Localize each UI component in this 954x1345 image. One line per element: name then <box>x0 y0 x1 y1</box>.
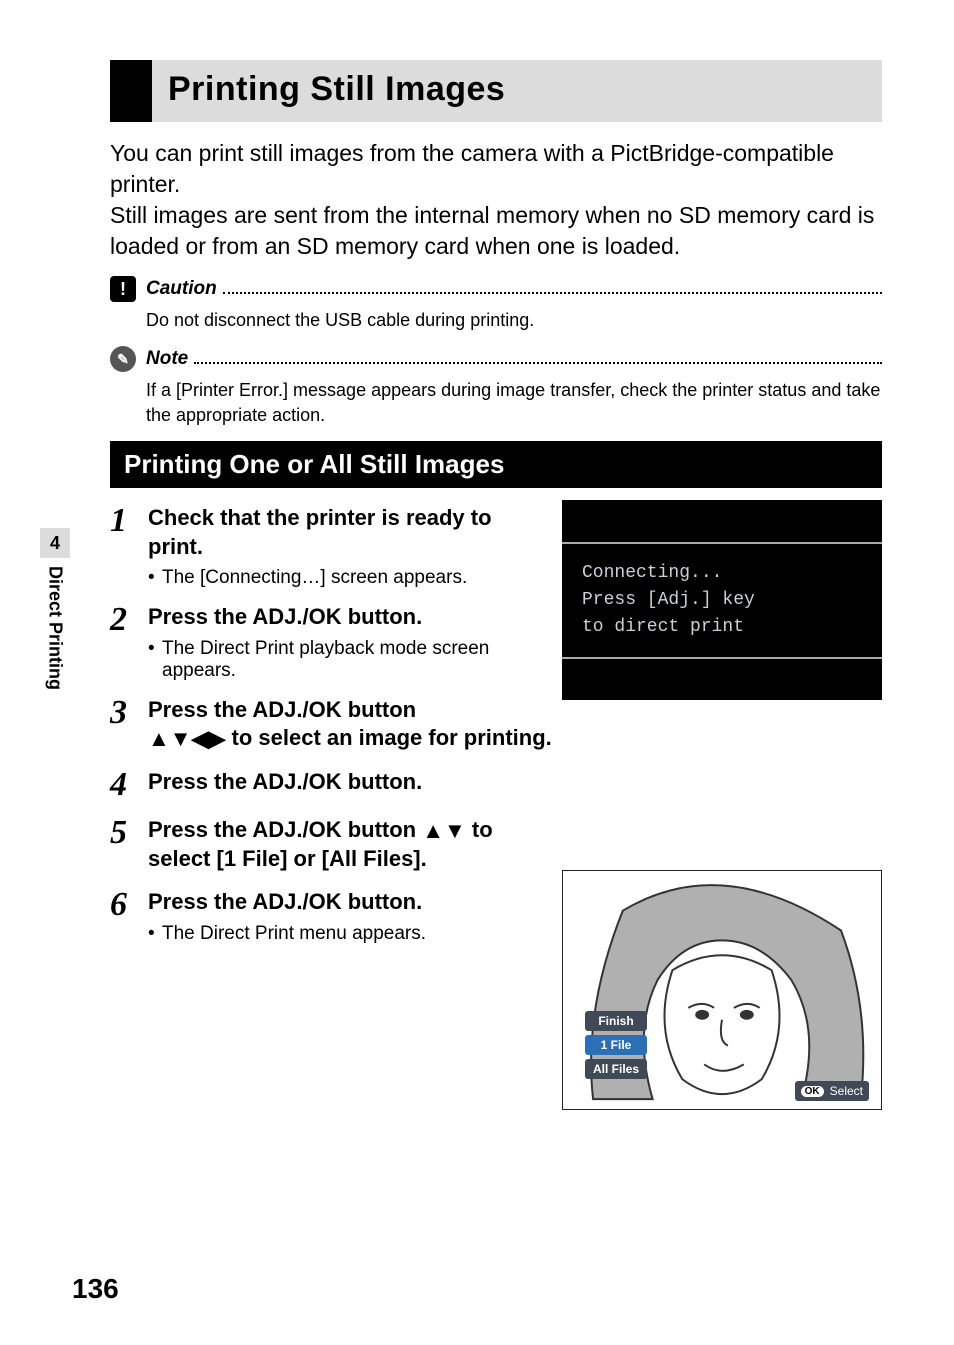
title-bar: Printing Still Images <box>110 60 882 122</box>
page-title: Printing Still Images <box>152 60 521 122</box>
caution-icon: ! <box>110 276 136 302</box>
side-tab-label: Direct Printing <box>45 566 66 690</box>
note-dashes <box>194 354 882 364</box>
intro-line: You can print still images from the came… <box>110 140 874 259</box>
menu-pill-stack: Finish 1 File All Files <box>585 1011 647 1079</box>
step-4: 4 Press the ADJ./OK button. <box>110 768 882 802</box>
caution-header: ! Caution <box>110 276 882 302</box>
arrow-icons: ▲▼◀▶ <box>148 725 225 754</box>
step-title: Press the ADJ./OK button. <box>148 888 550 917</box>
step-num: 4 <box>110 768 148 802</box>
side-tab-number: 4 <box>40 528 70 558</box>
caution-label: Caution <box>146 278 217 300</box>
screen-line1: Connecting... <box>582 560 862 587</box>
step-title-post: to select an image for printing. <box>232 725 552 750</box>
step-body: Press the ADJ./OK button ▲▼◀▶ to select … <box>148 696 882 754</box>
select-label: Select <box>830 1084 863 1098</box>
note-body: If a [Printer Error.] message appears du… <box>146 378 882 427</box>
step-1: 1 Check that the printer is ready to pri… <box>110 504 550 589</box>
note-header: ✎ Note <box>110 346 882 372</box>
caution-body: Do not disconnect the USB cable during p… <box>146 308 882 332</box>
step-title: Press the ADJ./OK button ▲▼◀▶ to select … <box>148 696 882 754</box>
menu-pill-1file: 1 File <box>585 1035 647 1055</box>
title-bar-accent <box>110 60 152 122</box>
step-bullet: The Direct Print playback mode screen ap… <box>148 638 550 682</box>
step-title: Press the ADJ./OK button. <box>148 768 882 797</box>
step-2: 2 Press the ADJ./OK button. The Direct P… <box>110 603 550 682</box>
step-num: 6 <box>110 888 148 945</box>
section-title: Printing One or All Still Images <box>110 441 882 488</box>
step-body: Press the ADJ./OK button. The Direct Pri… <box>148 888 550 945</box>
side-tab: 4 Direct Printing <box>40 528 70 690</box>
steps-narrow: 1 Check that the printer is ready to pri… <box>110 504 550 682</box>
screen-line3: to direct print <box>582 614 862 641</box>
step-bullet: The [Connecting…] screen appears. <box>148 567 550 589</box>
step-bullet: The Direct Print menu appears. <box>148 923 550 945</box>
step-body: Press the ADJ./OK button. <box>148 768 882 802</box>
step-6: 6 Press the ADJ./OK button. The Direct P… <box>110 888 550 945</box>
ok-badge: OK <box>801 1086 824 1097</box>
intro-text: You can print still images from the came… <box>110 138 882 262</box>
screen-connecting-inner: Connecting... Press [Adj.] key to direct… <box>562 542 882 659</box>
step-body: Press the ADJ./OK button ▲▼ to select [1… <box>148 816 550 874</box>
step-body: Press the ADJ./OK button. The Direct Pri… <box>148 603 550 682</box>
page: 4 Direct Printing Printing Still Images … <box>0 0 954 1345</box>
step-title: Press the ADJ./OK button ▲▼ to select [1… <box>148 816 550 874</box>
menu-pill-finish: Finish <box>585 1011 647 1031</box>
step-num: 2 <box>110 603 148 682</box>
step-num: 5 <box>110 816 148 874</box>
step-body: Check that the printer is ready to print… <box>148 504 550 589</box>
screen-connecting: Connecting... Press [Adj.] key to direct… <box>562 500 882 700</box>
screen-line2: Press [Adj.] key <box>582 587 862 614</box>
step-3: 3 Press the ADJ./OK button ▲▼◀▶ to selec… <box>110 696 882 754</box>
step-title-pre: Press the ADJ./OK button <box>148 817 422 842</box>
note-icon: ✎ <box>110 346 136 372</box>
menu-pill-allfiles: All Files <box>585 1059 647 1079</box>
arrow-icons: ▲▼ <box>422 817 466 846</box>
step-num: 3 <box>110 696 148 754</box>
caution-dashes <box>223 284 882 294</box>
steps-narrow-2: 5 Press the ADJ./OK button ▲▼ to select … <box>110 816 550 945</box>
step-5: 5 Press the ADJ./OK button ▲▼ to select … <box>110 816 550 874</box>
step-title: Check that the printer is ready to print… <box>148 504 550 561</box>
note-label: Note <box>146 348 188 370</box>
ok-select-badge: OK Select <box>795 1081 869 1101</box>
step-title-pre: Press the ADJ./OK button <box>148 697 416 722</box>
screen-direct-print-menu: Finish 1 File All Files OK Select <box>562 870 882 1110</box>
page-number: 136 <box>72 1273 119 1305</box>
step-title: Press the ADJ./OK button. <box>148 603 550 632</box>
step-num: 1 <box>110 504 148 589</box>
